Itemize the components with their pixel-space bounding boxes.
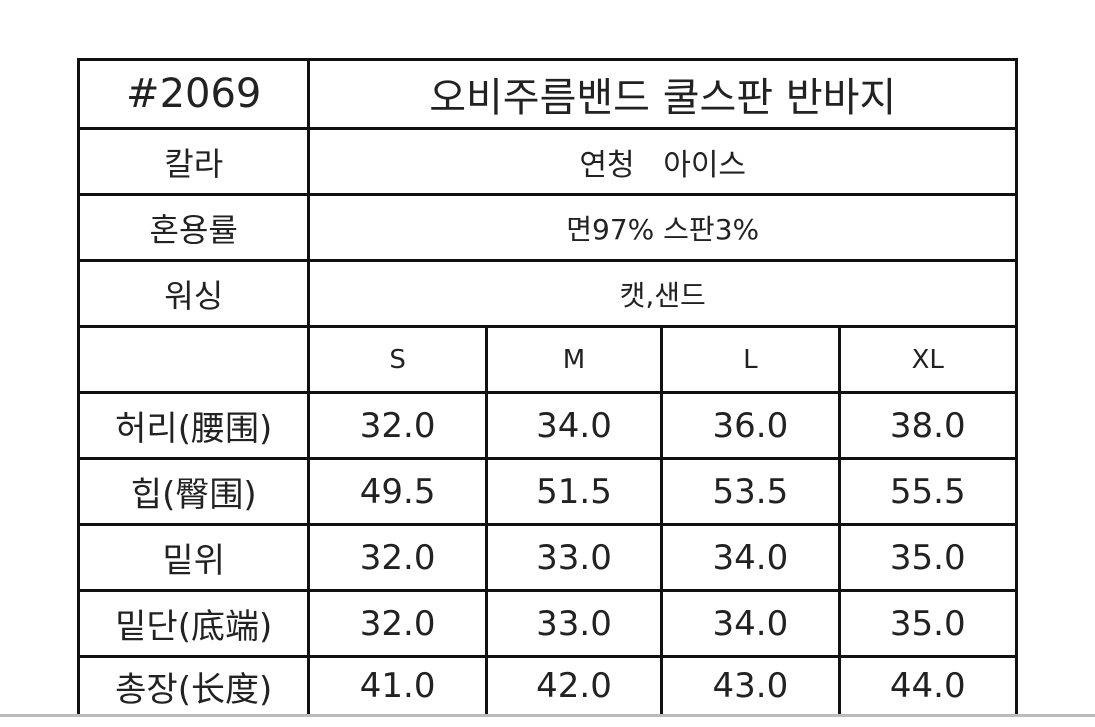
measurement-value: 55.5: [837, 457, 1019, 526]
measurement-label: 총장(长度): [76, 655, 311, 717]
measurement-value: 32.0: [307, 589, 488, 658]
measurement-value: 43.0: [660, 655, 841, 717]
measurement-label: 밑단(底端): [76, 589, 311, 658]
info-row-color: 칼라 연청 아이스: [76, 127, 1018, 196]
info-label: 칼라: [76, 127, 311, 196]
measurement-value: 33.0: [484, 589, 664, 658]
measurement-value: 44.0: [837, 655, 1019, 717]
info-value: 연청 아이스: [307, 127, 1018, 196]
size-chart-table: #2069 오비주름밴드 쿨스판 반바지 칼라 연청 아이스 혼용률 면97% …: [76, 58, 1019, 717]
measurement-value: 53.5: [660, 457, 841, 526]
measurement-value: 51.5: [484, 457, 664, 526]
info-value: 캣,샌드: [307, 259, 1018, 328]
size-header: XL: [837, 325, 1019, 394]
measurement-value: 36.0: [660, 391, 841, 460]
product-title: 오비주름밴드 쿨스판 반바지: [307, 58, 1018, 130]
product-code: #2069: [76, 58, 311, 130]
bottom-divider: [0, 714, 1095, 727]
measurement-value: 32.0: [307, 523, 488, 592]
info-value: 면97% 스판3%: [307, 193, 1018, 262]
measurement-label: 허리(腰围): [76, 391, 311, 460]
measurement-value: 35.0: [837, 589, 1019, 658]
table-row: 허리(腰围) 32.0 34.0 36.0 38.0: [76, 391, 1019, 460]
size-header: L: [660, 325, 841, 394]
table-row: 밑위 32.0 33.0 34.0 35.0: [76, 523, 1019, 592]
measurement-label: 밑위: [76, 523, 311, 592]
table-row: 힙(臀围) 49.5 51.5 53.5 55.5: [76, 457, 1019, 526]
measurement-value: 34.0: [660, 523, 841, 592]
size-header-row: S M L XL: [76, 325, 1019, 394]
title-row: #2069 오비주름밴드 쿨스판 반바지: [76, 58, 1018, 130]
info-row-material: 혼용률 면97% 스판3%: [76, 193, 1018, 262]
measurement-value: 49.5: [307, 457, 488, 526]
measurement-value: 34.0: [484, 391, 664, 460]
table-row: 밑단(底端) 32.0 33.0 34.0 35.0: [76, 589, 1019, 658]
measurement-label: 힙(臀围): [76, 457, 311, 526]
measurement-value: 35.0: [837, 523, 1019, 592]
size-header: M: [484, 325, 664, 394]
measurement-value: 41.0: [307, 655, 488, 717]
measurement-value: 33.0: [484, 523, 664, 592]
info-label: 혼용률: [76, 193, 311, 262]
measurement-value: 42.0: [484, 655, 664, 717]
measurement-value: 32.0: [307, 391, 488, 460]
info-row-washing: 워싱 캣,샌드: [76, 259, 1018, 328]
empty-corner-cell: [76, 325, 311, 394]
info-label: 워싱: [76, 259, 311, 328]
table-row: 총장(长度) 41.0 42.0 43.0 44.0: [76, 655, 1019, 717]
measurement-value: 38.0: [837, 391, 1019, 460]
size-header: S: [307, 325, 488, 394]
measurement-value: 34.0: [660, 589, 841, 658]
